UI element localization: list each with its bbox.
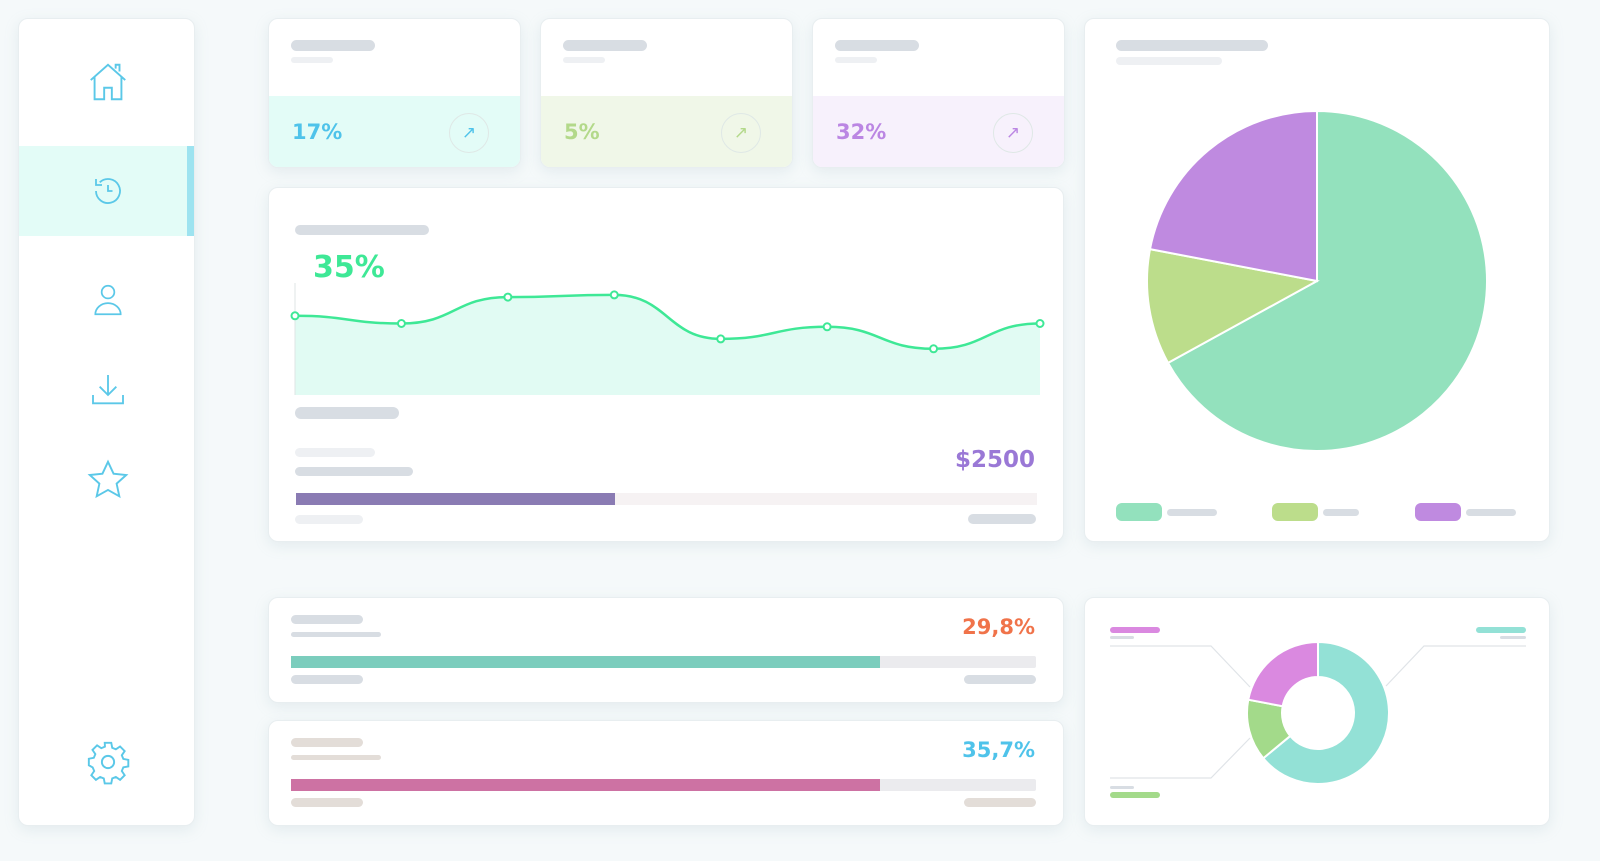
progress-value: 29,8% [962,615,1035,639]
legend-label [1323,509,1359,516]
trend-progress-fill [296,493,615,505]
progress-fill [291,656,880,668]
progress-fill [291,779,880,791]
stat-value: 17% [292,120,343,144]
pie-card [1084,18,1550,542]
arrow-up-right-icon[interactable]: ↗ [721,113,761,153]
stat-card: 17% ↗ [268,18,521,168]
slice [1148,109,1318,283]
stat-card: 5% ↗ [540,18,793,168]
data-point [929,344,939,354]
stat-card: 32% ↗ [812,18,1065,168]
progress-bar [291,779,1036,791]
nav-settings[interactable] [19,717,194,807]
arrow-up-right-icon[interactable]: ↗ [449,113,489,153]
progress-card: 29,8% [268,597,1064,703]
trend-card: 35% $2500 [268,187,1064,542]
trend-value: 35% [313,250,385,285]
slice [1166,109,1488,452]
history-icon [94,178,121,204]
trend-amount: $2500 [954,447,1035,473]
data-point [1035,319,1045,328]
sidebar [18,18,195,826]
donut-chart [1110,640,1526,785]
arrow-up-right-icon[interactable]: ↗ [993,113,1033,153]
nav-downloads[interactable] [19,345,194,435]
legend-swatch [1415,503,1461,521]
gear-icon [87,741,129,785]
data-point [503,292,513,302]
data-point [609,290,619,300]
progress-card: 35,7% [268,720,1064,826]
data-point [822,322,832,332]
progress-value: 35,7% [962,738,1035,762]
progress-bar [291,656,1036,668]
data-point [396,319,406,328]
stat-value: 5% [564,120,600,144]
area-fill [295,294,1040,395]
legend-swatch [1116,503,1162,521]
download-icon [91,375,124,405]
legend-label [1466,509,1516,516]
home-icon [89,63,126,101]
trend-progress [296,493,1037,505]
data-point [290,311,300,321]
nav-favorites[interactable] [19,435,194,525]
stat-value: 32% [836,120,887,144]
pie-chart [1146,109,1488,452]
user-icon [93,284,122,316]
star-icon [87,459,128,499]
donut-card [1084,597,1550,826]
nav-home[interactable] [19,37,194,127]
nav-history[interactable] [19,146,194,236]
legend-label [1167,509,1217,516]
legend-swatch [1272,503,1318,521]
slice [1247,640,1319,708]
slice [1261,640,1390,785]
nav-profile[interactable] [19,255,194,345]
area-line [294,293,1041,351]
trend-area-chart [290,283,1045,395]
data-point [716,334,726,344]
